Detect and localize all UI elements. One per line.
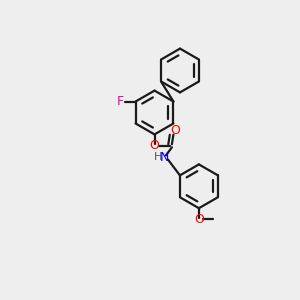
Text: N: N xyxy=(160,151,169,164)
Text: O: O xyxy=(150,139,159,152)
Text: H: H xyxy=(154,152,163,162)
Text: F: F xyxy=(117,95,124,108)
Text: O: O xyxy=(170,124,180,137)
Text: O: O xyxy=(194,213,204,226)
